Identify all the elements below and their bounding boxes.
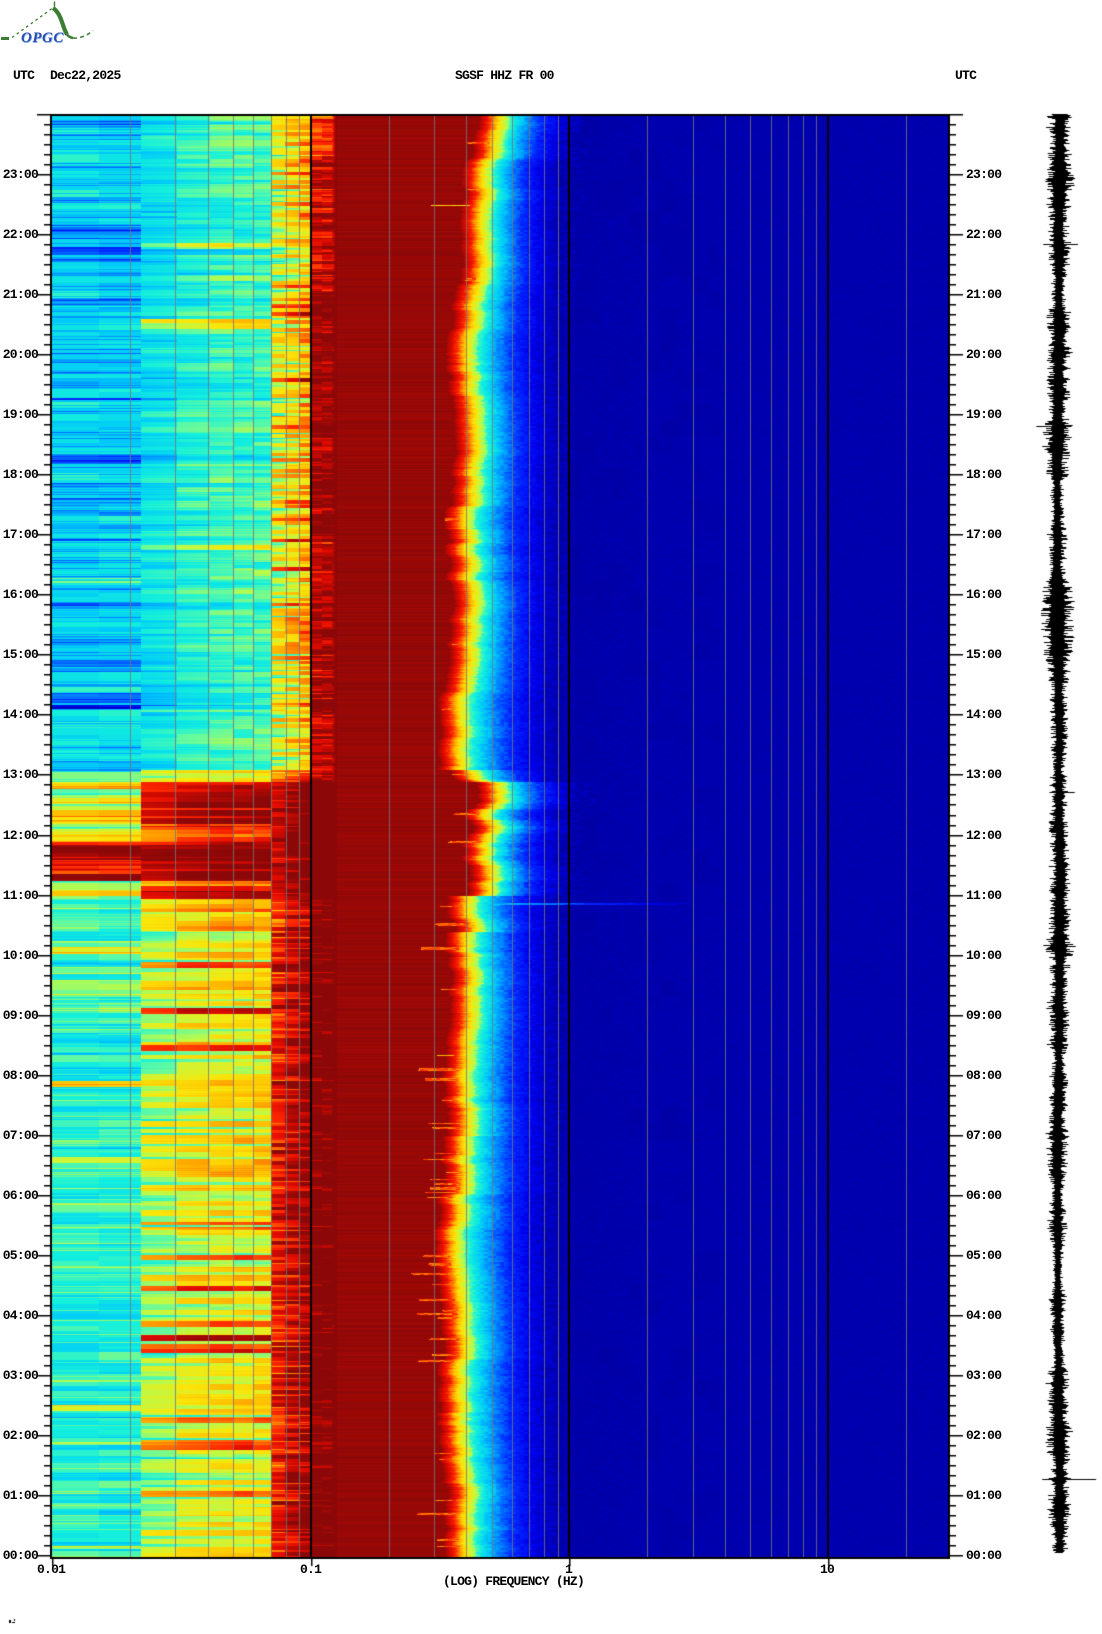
- svg-text:OPGC: OPGC: [22, 31, 65, 47]
- svg-text:OPGC: OPGC: [21, 30, 64, 46]
